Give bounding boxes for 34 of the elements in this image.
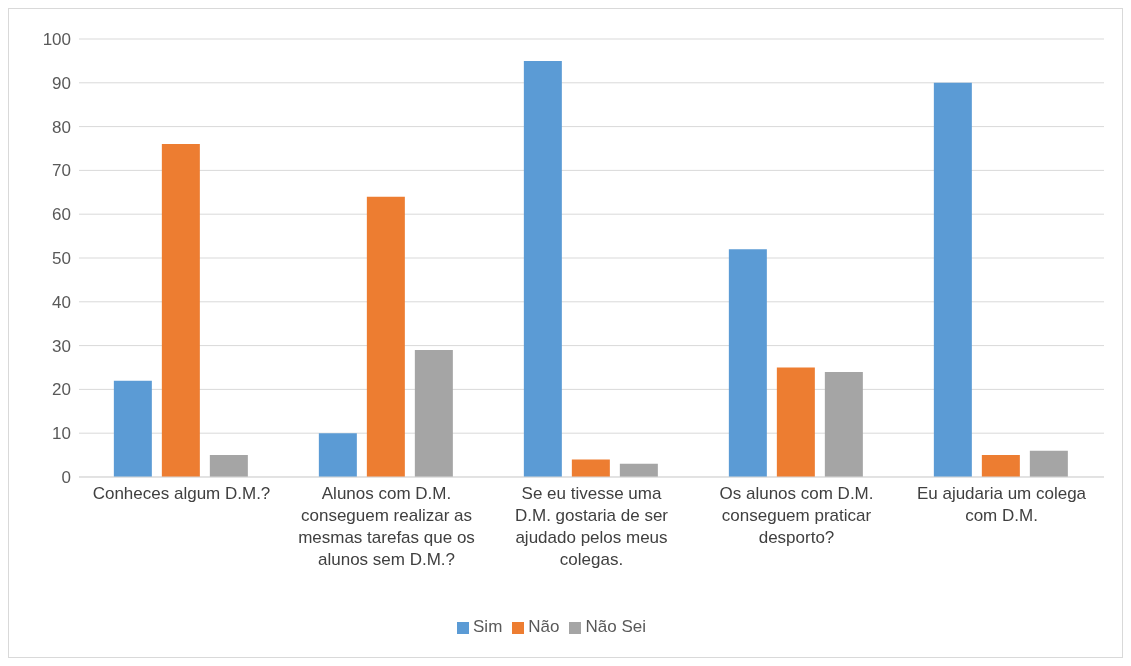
y-tick-label: 30 — [52, 336, 71, 356]
bar — [728, 249, 767, 477]
legend-label: Não — [528, 617, 560, 636]
y-tick-label: 40 — [52, 292, 71, 312]
bar — [523, 60, 562, 477]
bar — [366, 196, 405, 477]
y-tick-label: 60 — [52, 205, 71, 225]
x-tick-label: Se eu tivesse uma D.M. gostaria de ser ajudado pelos meus colegas. — [514, 484, 669, 569]
x-tick-label: Os alunos com D.M. conseguem praticar desporto? — [719, 484, 874, 547]
bar — [209, 455, 248, 477]
y-tick-label: 100 — [42, 30, 71, 50]
bar — [1029, 450, 1068, 477]
y-tick-label: 80 — [52, 117, 71, 137]
bar — [776, 367, 815, 477]
bar — [981, 455, 1020, 477]
y-tick-label: 10 — [52, 424, 71, 444]
bar — [414, 349, 453, 477]
bar — [571, 459, 610, 477]
bar — [824, 371, 863, 477]
bar — [318, 433, 357, 477]
x-tick-label: Alunos com D.M. conseguem realizar as mesmas tarefas que os alunos sem D.M.? — [298, 484, 475, 569]
bar — [113, 380, 152, 477]
bar — [161, 144, 200, 477]
y-tick-label: 70 — [52, 161, 71, 181]
bar — [933, 82, 972, 477]
y-tick-label: 20 — [52, 380, 71, 400]
y-tick-label: 0 — [61, 468, 71, 488]
y-tick-label: 50 — [52, 249, 71, 269]
legend-label: Sim — [473, 617, 503, 636]
x-tick-label: Conheces algum D.M.? — [92, 484, 271, 503]
legend-label: Não Sei — [585, 617, 646, 636]
bar — [619, 463, 658, 477]
y-tick-label: 90 — [52, 73, 71, 93]
x-tick-label: Eu ajudaria um colega com D.M. — [916, 484, 1087, 525]
